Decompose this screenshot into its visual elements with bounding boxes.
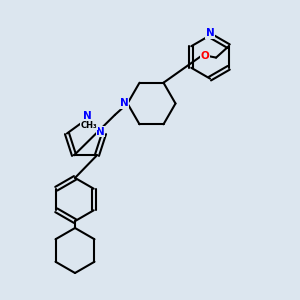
Text: N: N: [96, 127, 105, 137]
Text: O: O: [200, 51, 209, 61]
Text: CH₃: CH₃: [81, 121, 98, 130]
Text: N: N: [206, 28, 214, 38]
Text: N: N: [119, 98, 128, 109]
Text: N: N: [82, 111, 91, 122]
